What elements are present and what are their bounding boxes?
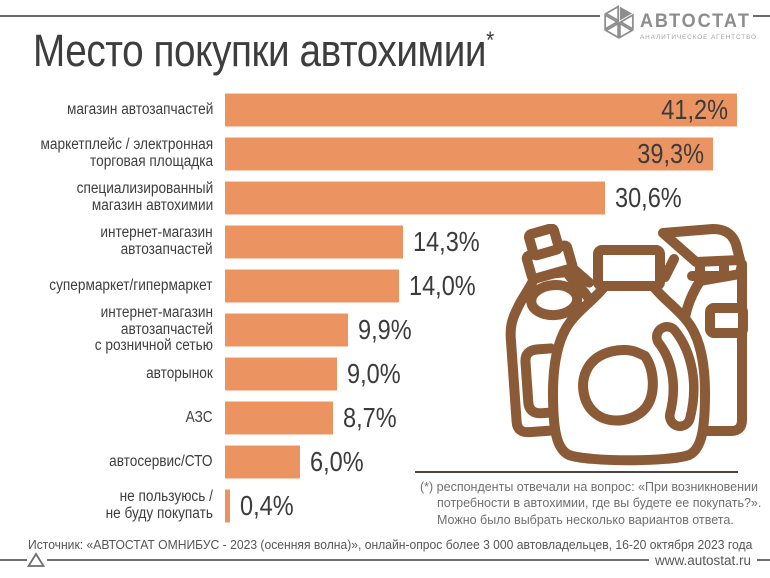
- value-label: 6,0%: [310, 446, 364, 477]
- bar: [225, 313, 348, 347]
- bar: [225, 357, 337, 391]
- triangle-logo-icon: [27, 552, 45, 567]
- footer-rule-segment: [47, 559, 649, 561]
- value-label: 0,4%: [240, 490, 294, 521]
- chart-row: магазин автозапчастей 41,2%: [0, 88, 770, 132]
- bar-area: 41,2%: [225, 88, 770, 132]
- footer-rule-segment: [757, 559, 770, 561]
- value-label: 9,9%: [358, 314, 412, 345]
- category-label: АЗС: [186, 408, 213, 426]
- value-label: 14,3%: [413, 226, 480, 257]
- chart-row: не пользуюсь / не буду покупать 0,4%: [0, 484, 770, 528]
- chart-row: автосервис/СТО 6,0%: [0, 440, 770, 484]
- value-label: 41,2%: [661, 94, 728, 125]
- bar: [225, 445, 300, 479]
- footnote-rule: [415, 471, 738, 473]
- value-label: 30,6%: [615, 182, 682, 213]
- website-link[interactable]: www.autostat.ru: [654, 552, 751, 568]
- source-text: Источник: «АВТОСТАТ ОМНИБУС - 2023 (осен…: [28, 538, 753, 552]
- category-label: маркетплейс / электронная торговая площа…: [40, 136, 213, 170]
- bar: [225, 181, 605, 215]
- category-label: интернет-магазин автозапчастей с розничн…: [94, 303, 213, 355]
- bar: [225, 401, 333, 435]
- value-label: 8,7%: [343, 402, 397, 433]
- bar: [225, 269, 399, 303]
- logo-name: АВТОСТАТ: [640, 11, 751, 32]
- category-label: специализированный магазин автохимии: [76, 180, 213, 214]
- category-label: авторынок: [146, 364, 213, 382]
- footnote-text: (*) респонденты отвечали на вопрос: «При…: [420, 480, 762, 527]
- bar-area: 9,0%: [225, 352, 770, 396]
- bar: [225, 137, 713, 171]
- bar-chart: магазин автозапчастей 41,2% маркетплейс / …: [0, 88, 770, 528]
- bar-area: 9,9%: [225, 308, 770, 352]
- header-rule-right: [753, 15, 770, 17]
- bar-area: 8,7%: [225, 396, 770, 440]
- logo-subtitle: АНАЛИТИЧЕСКОЕ АГЕНТСТВО: [640, 34, 757, 41]
- category-label: интернет-магазин автозапчастей: [100, 224, 213, 258]
- chart-row: авторынок 9,0%: [0, 352, 770, 396]
- footer-rule-segment: [0, 559, 27, 561]
- header-rule-left: [0, 15, 600, 17]
- category-label: не пользуюсь / не буду покупать: [105, 488, 213, 522]
- chart-row: АЗС 8,7%: [0, 396, 770, 440]
- autostat-logo: АВТОСТАТ АНАЛИТИЧЕСКОЕ АГЕНТСТВО: [601, 4, 757, 41]
- bar-area: 30,6%: [225, 176, 770, 220]
- page-title: Место покупки автохимии*: [33, 25, 494, 76]
- chart-row: супермаркет/гипермаркет 14,0%: [0, 264, 770, 308]
- value-label: 9,0%: [347, 358, 401, 389]
- chart-row: маркетплейс / электронная торговая площа…: [0, 132, 770, 176]
- bar: [225, 225, 403, 259]
- footnote-asterisk: *: [486, 27, 494, 54]
- value-label: 39,3%: [637, 138, 704, 169]
- bar-area: 14,3%: [225, 220, 770, 264]
- autostat-hexagon-icon: [604, 5, 634, 39]
- auto-chemicals-illustration: [497, 223, 765, 470]
- chart-row: интернет-магазин автозапчастей с розничн…: [0, 303, 770, 355]
- chart-row: интернет-магазин автозапчастей 14,3%: [0, 220, 770, 264]
- bar: [225, 489, 230, 523]
- bar: [225, 93, 737, 127]
- bar-area: 39,3%: [225, 132, 770, 176]
- bar-area: 14,0%: [225, 264, 770, 308]
- bar-area: 6,0%: [225, 440, 770, 484]
- bar-area: 0,4%: [225, 484, 770, 528]
- category-label: супермаркет/гипермаркет: [49, 276, 213, 294]
- category-label: автосервис/СТО: [109, 452, 213, 470]
- chart-row: специализированный магазин автохимии 30,6…: [0, 176, 770, 220]
- footer-rule: www.autostat.ru: [0, 552, 770, 568]
- value-label: 14,0%: [409, 270, 476, 301]
- jug-icon: [548, 245, 710, 466]
- category-label: магазин автозапчастей: [66, 100, 213, 118]
